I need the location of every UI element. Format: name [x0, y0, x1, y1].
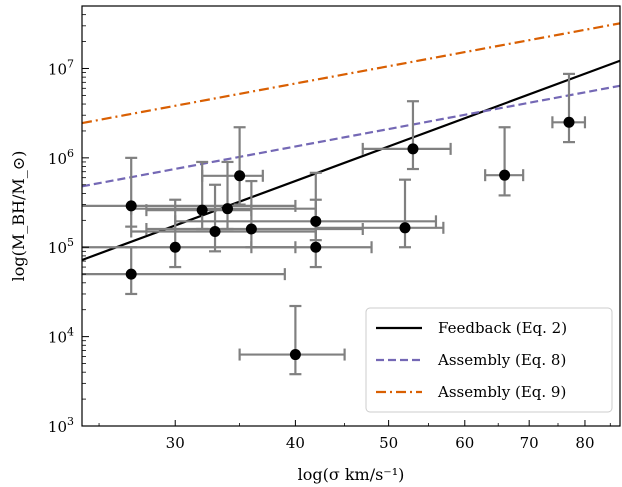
y-axis-label: log(M_BH/M_⊙): [9, 151, 28, 282]
data-points: [125, 116, 575, 361]
data-point-2: [125, 200, 137, 212]
legend-label-1: Feedback (Eq. 2): [438, 319, 567, 337]
y-tick-label: 104: [48, 326, 74, 347]
legend: Feedback (Eq. 2) Assembly (Eq. 8) Assembly…: [365, 307, 613, 413]
legend-box: [365, 307, 613, 413]
x-axis-label: log(σ km/s⁻¹): [298, 465, 405, 484]
x-axis-ticks: 30 40 50 60 70 80: [98, 420, 611, 452]
legend-label-3: Assembly (Eq. 9): [437, 383, 566, 401]
data-point-4: [196, 204, 208, 216]
data-point-12: [399, 222, 411, 234]
x-tick-label: 80: [575, 434, 594, 452]
x-tick-label: 30: [166, 434, 185, 452]
x-tick-label: 40: [286, 434, 305, 452]
model-lines: [82, 22, 620, 262]
data-point-1: [125, 268, 137, 280]
data-point-9: [289, 349, 301, 361]
x-tick-label: 50: [379, 434, 398, 452]
legend-label-2: Assembly (Eq. 8): [437, 351, 566, 369]
data-point-10: [310, 241, 322, 253]
y-tick-label: 107: [48, 57, 74, 78]
data-point-6: [222, 203, 234, 215]
data-point-11: [310, 215, 322, 227]
y-tick-label: 103: [48, 415, 74, 436]
y-axis-ticks: 103 104 105 106 107: [48, 5, 89, 436]
data-point-13: [407, 143, 419, 155]
data-point-8: [245, 223, 257, 235]
line-series-1: [82, 59, 620, 262]
x-tick-label: 60: [455, 434, 474, 452]
x-tick-label: 70: [520, 434, 539, 452]
data-point-3: [169, 241, 181, 253]
line-series-2: [82, 84, 620, 188]
error-bars: [82, 72, 587, 376]
y-tick-label: 105: [48, 236, 74, 257]
y-tick-label: 106: [48, 147, 74, 168]
data-point-15: [563, 116, 575, 128]
data-point-14: [499, 169, 511, 181]
line-series-3: [82, 22, 620, 125]
data-point-5: [209, 225, 221, 237]
plot-frame: [81, 5, 621, 427]
data-point-7: [234, 170, 246, 182]
